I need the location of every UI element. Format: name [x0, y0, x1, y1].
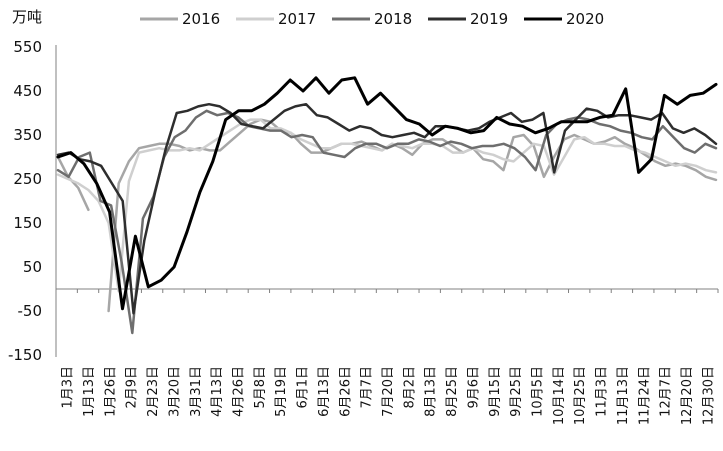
x-tick-label: 6月1日: [296, 366, 311, 409]
x-tick-label: 8月13日: [424, 366, 439, 417]
legend-label-2017: 2017: [278, 10, 316, 28]
x-tick-label: 9月15日: [488, 366, 503, 417]
x-tick-label: 9月25日: [509, 366, 524, 417]
x-tick-label: 11月3日: [595, 366, 610, 417]
y-tick-label: -150: [8, 346, 42, 364]
legend-label-2016: 2016: [182, 10, 220, 28]
x-tick-label: 4月26日: [232, 366, 247, 417]
x-tick-label: 8月25日: [445, 366, 460, 417]
x-tick-label: 7月20日: [381, 366, 396, 417]
x-tick-label: 4月13日: [210, 366, 225, 417]
x-tick-label: 5月19日: [274, 366, 289, 417]
x-tick-label: 8月2日: [402, 366, 417, 409]
x-tick-label: 1月13日: [82, 366, 97, 417]
x-tick-label: 7月7日: [360, 366, 375, 409]
x-tick-label: 12月30日: [701, 366, 716, 425]
x-tick-label: 10月25日: [573, 366, 588, 425]
x-tick-label: 1月3日: [61, 366, 76, 409]
legend-label-2019: 2019: [470, 10, 508, 28]
y-tick-label: 350: [13, 126, 42, 144]
x-tick-label: 10月5日: [530, 366, 545, 417]
x-tick-label: 11月24日: [637, 366, 652, 425]
y-unit-label: 万吨: [12, 8, 42, 26]
y-tick-label: 150: [13, 214, 42, 232]
legend-label-2020: 2020: [566, 10, 604, 28]
y-tick-label: 50: [23, 258, 42, 276]
x-tick-label: 3月31日: [189, 366, 204, 417]
x-tick-label: 5月8日: [253, 366, 268, 409]
x-tick-label: 9月6日: [466, 366, 481, 409]
series-line-2018: [56, 109, 718, 335]
x-tick-label: 2月9日: [125, 366, 140, 409]
x-tick-label: 3月20日: [167, 366, 182, 417]
y-tick-label: 550: [13, 38, 42, 56]
x-tick-label: 10月14日: [552, 366, 567, 425]
x-tick-label: 11月13日: [616, 366, 631, 425]
legend-label-2018: 2018: [374, 10, 412, 28]
x-tick-label: 12月20日: [680, 366, 695, 425]
y-tick-label: 250: [13, 170, 42, 188]
x-tick-label: 6月13日: [317, 366, 332, 417]
x-tick-label: 2月23日: [146, 366, 161, 417]
x-tick-label: 6月26日: [338, 366, 353, 417]
y-tick-label: -50: [18, 302, 43, 320]
x-tick-label: 1月26日: [103, 366, 118, 417]
y-tick-label: 450: [13, 82, 42, 100]
x-tick-label: 12月7日: [659, 366, 674, 417]
series-line-2020: [56, 76, 718, 311]
